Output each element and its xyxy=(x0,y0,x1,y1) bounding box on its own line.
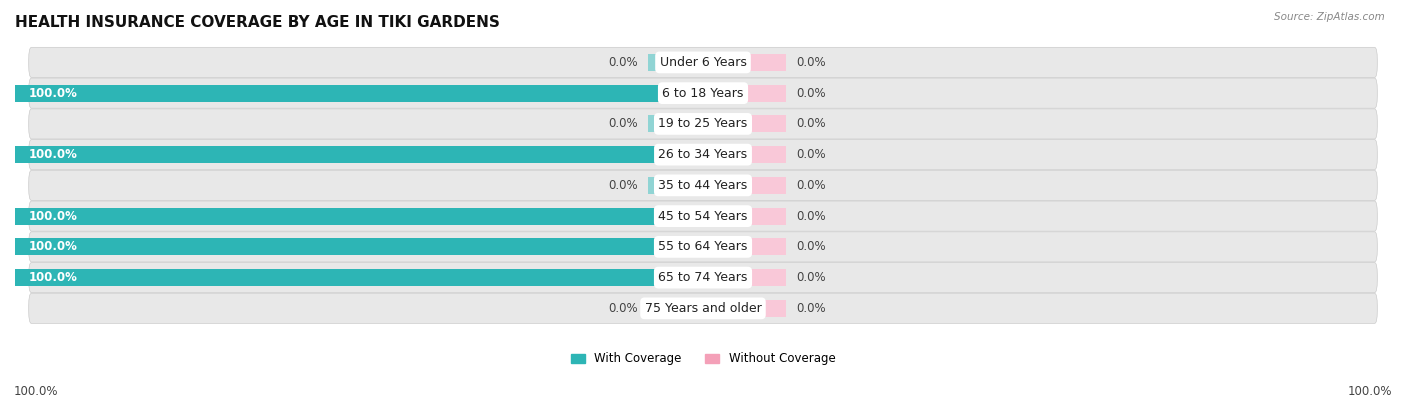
FancyBboxPatch shape xyxy=(28,293,1378,323)
Text: 65 to 74 Years: 65 to 74 Years xyxy=(658,271,748,284)
Text: 55 to 64 Years: 55 to 64 Years xyxy=(658,240,748,254)
Text: 100.0%: 100.0% xyxy=(1347,386,1392,398)
Text: 0.0%: 0.0% xyxy=(796,271,825,284)
Bar xyxy=(703,146,786,163)
Bar xyxy=(703,177,786,194)
Bar xyxy=(703,269,786,286)
Bar xyxy=(15,269,703,286)
Text: 6 to 18 Years: 6 to 18 Years xyxy=(662,87,744,100)
Text: Under 6 Years: Under 6 Years xyxy=(659,56,747,69)
Text: 100.0%: 100.0% xyxy=(28,210,77,222)
FancyBboxPatch shape xyxy=(28,109,1378,139)
Text: 100.0%: 100.0% xyxy=(28,87,77,100)
Text: 0.0%: 0.0% xyxy=(796,240,825,254)
Text: HEALTH INSURANCE COVERAGE BY AGE IN TIKI GARDENS: HEALTH INSURANCE COVERAGE BY AGE IN TIKI… xyxy=(15,15,501,30)
FancyBboxPatch shape xyxy=(28,263,1378,293)
Text: 0.0%: 0.0% xyxy=(796,302,825,315)
Text: 75 Years and older: 75 Years and older xyxy=(644,302,762,315)
Text: 0.0%: 0.0% xyxy=(796,179,825,192)
Bar xyxy=(703,85,786,102)
FancyBboxPatch shape xyxy=(28,47,1378,78)
Text: 0.0%: 0.0% xyxy=(607,56,638,69)
Text: 19 to 25 Years: 19 to 25 Years xyxy=(658,117,748,130)
Text: 100.0%: 100.0% xyxy=(14,386,59,398)
Text: Source: ZipAtlas.com: Source: ZipAtlas.com xyxy=(1274,12,1385,22)
Bar xyxy=(648,54,703,71)
Bar xyxy=(648,300,703,317)
Bar xyxy=(703,54,786,71)
Text: 35 to 44 Years: 35 to 44 Years xyxy=(658,179,748,192)
Text: 0.0%: 0.0% xyxy=(796,148,825,161)
FancyBboxPatch shape xyxy=(28,201,1378,231)
FancyBboxPatch shape xyxy=(28,139,1378,170)
Text: 100.0%: 100.0% xyxy=(28,148,77,161)
Text: 0.0%: 0.0% xyxy=(607,117,638,130)
Bar xyxy=(703,115,786,132)
Bar xyxy=(15,238,703,255)
FancyBboxPatch shape xyxy=(28,232,1378,262)
Bar xyxy=(648,177,703,194)
Bar xyxy=(648,115,703,132)
Text: 0.0%: 0.0% xyxy=(796,210,825,222)
Text: 0.0%: 0.0% xyxy=(796,56,825,69)
Text: 0.0%: 0.0% xyxy=(796,87,825,100)
Text: 100.0%: 100.0% xyxy=(28,271,77,284)
Bar xyxy=(703,238,786,255)
Bar xyxy=(15,146,703,163)
Text: 45 to 54 Years: 45 to 54 Years xyxy=(658,210,748,222)
Text: 100.0%: 100.0% xyxy=(28,240,77,254)
FancyBboxPatch shape xyxy=(28,170,1378,200)
Text: 0.0%: 0.0% xyxy=(796,117,825,130)
Bar xyxy=(703,300,786,317)
Bar xyxy=(15,85,703,102)
Bar xyxy=(703,208,786,225)
Text: 26 to 34 Years: 26 to 34 Years xyxy=(658,148,748,161)
FancyBboxPatch shape xyxy=(28,78,1378,108)
Text: 0.0%: 0.0% xyxy=(607,179,638,192)
Bar xyxy=(15,208,703,225)
Legend: With Coverage, Without Coverage: With Coverage, Without Coverage xyxy=(565,348,841,370)
Text: 0.0%: 0.0% xyxy=(607,302,638,315)
